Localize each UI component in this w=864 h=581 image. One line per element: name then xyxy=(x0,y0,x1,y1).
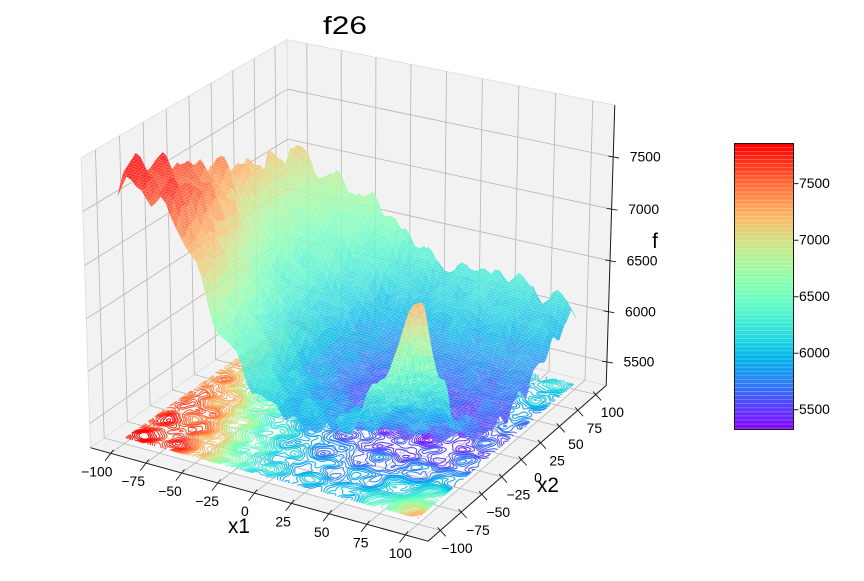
svg-text:−25: −25 xyxy=(195,493,219,509)
svg-text:7500: 7500 xyxy=(630,149,661,165)
svg-text:7500: 7500 xyxy=(799,175,830,191)
svg-text:25: 25 xyxy=(275,513,291,529)
svg-text:f26: f26 xyxy=(323,12,367,40)
svg-text:0: 0 xyxy=(534,469,542,485)
svg-text:50: 50 xyxy=(314,524,330,540)
svg-text:x1: x1 xyxy=(228,515,250,538)
svg-text:−50: −50 xyxy=(487,504,511,520)
svg-text:5500: 5500 xyxy=(624,354,655,370)
svg-text:7000: 7000 xyxy=(628,201,659,217)
svg-text:6500: 6500 xyxy=(627,253,658,269)
svg-text:6000: 6000 xyxy=(625,303,656,319)
svg-text:75: 75 xyxy=(353,534,369,550)
svg-text:7000: 7000 xyxy=(799,232,830,248)
svg-text:f: f xyxy=(652,230,658,253)
svg-text:−100: −100 xyxy=(441,540,473,556)
svg-text:−25: −25 xyxy=(507,486,531,502)
svg-text:5500: 5500 xyxy=(799,401,830,417)
svg-text:6000: 6000 xyxy=(799,345,830,361)
svg-text:100: 100 xyxy=(601,404,624,420)
svg-text:−75: −75 xyxy=(121,473,145,489)
svg-text:−50: −50 xyxy=(158,483,182,499)
svg-text:6500: 6500 xyxy=(799,288,830,304)
svg-text:−100: −100 xyxy=(81,463,113,479)
svg-text:75: 75 xyxy=(587,420,603,436)
svg-text:x2: x2 xyxy=(537,474,559,497)
svg-text:−75: −75 xyxy=(466,522,490,538)
svg-text:50: 50 xyxy=(568,436,584,452)
svg-text:0: 0 xyxy=(241,503,249,519)
svg-text:100: 100 xyxy=(389,545,412,561)
svg-text:25: 25 xyxy=(549,453,565,469)
